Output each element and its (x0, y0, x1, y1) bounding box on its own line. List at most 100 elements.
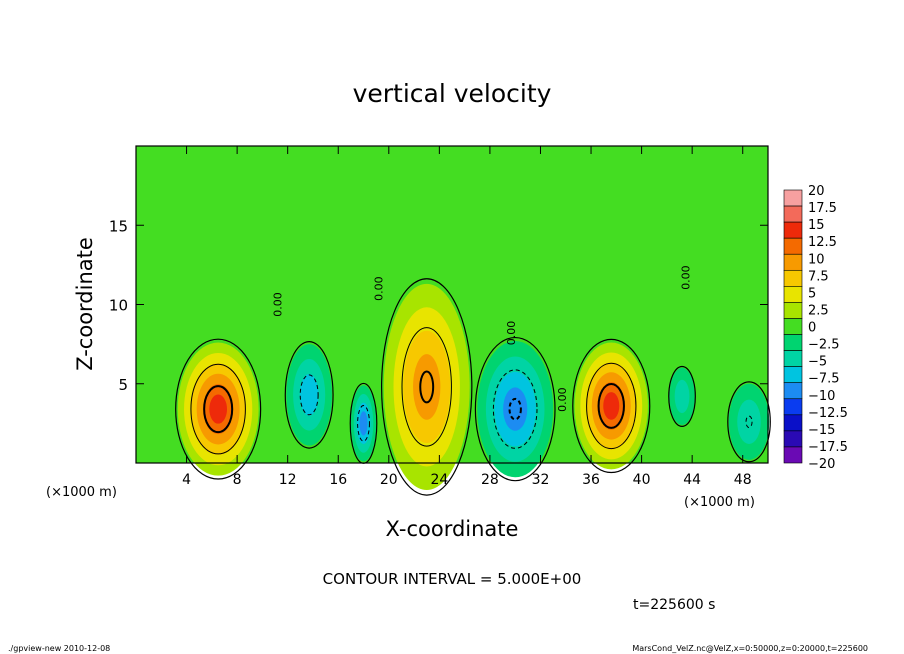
zero-contour (380, 278, 473, 496)
x-tick-label: 28 (481, 472, 499, 488)
x-tick-label: 32 (532, 472, 550, 488)
colorbar-swatch (783, 398, 803, 416)
colorbar-swatch (783, 205, 803, 223)
colorbar-swatch (783, 286, 803, 303)
colorbar-label: −5 (808, 355, 827, 370)
chart-title: vertical velocity (353, 79, 552, 108)
zero-contour (572, 338, 651, 474)
field-cell-up (383, 283, 470, 490)
colorbar-swatch (783, 237, 803, 255)
colorbar-swatch (783, 414, 803, 432)
colorbar-swatch (783, 302, 803, 319)
colorbar-swatch (783, 269, 803, 287)
colorbar-swatch (783, 334, 803, 351)
field-level (603, 392, 620, 420)
x-tick-label: 48 (734, 472, 752, 488)
colorbar-swatch (783, 221, 803, 239)
y-tick-label: 15 (109, 217, 128, 235)
colorbar-label: −15 (808, 423, 835, 438)
x-tick-label: 20 (380, 472, 398, 488)
colorbar-label: 15 (808, 218, 825, 233)
footer-left: ./gpview-new 2010-12-08 (8, 644, 110, 653)
colorbar-label: −17.5 (808, 440, 848, 455)
x-tick-label: 4 (182, 472, 191, 488)
colorbar-swatch (783, 189, 803, 207)
y-axis-label: Z-coordinate (73, 237, 97, 371)
level-contour (597, 382, 625, 429)
colorbar-label: 7.5 (808, 269, 829, 284)
x-unit-right: (×1000 m) (684, 495, 755, 510)
field-level (359, 411, 368, 436)
contour-label: 0.00 (505, 321, 518, 346)
x-unit-left: (×1000 m) (46, 485, 117, 500)
colorbar-label: 5 (808, 286, 816, 301)
x-tick-label: 16 (329, 472, 347, 488)
level-contour (357, 405, 370, 442)
x-axis: 4 8 12 16 20 24 28 32 36 40 44 48 (182, 146, 752, 488)
colorbar-label: −7.5 (808, 372, 840, 387)
zero-contour (668, 365, 696, 427)
level-contour (401, 327, 452, 447)
y-tick-label: 5 (118, 376, 128, 394)
zero-contour (474, 336, 556, 482)
colorbar-label: 17.5 (808, 201, 837, 216)
x-tick-label: 40 (633, 472, 651, 488)
contour-label: 0.00 (680, 265, 693, 290)
x-tick-label: 12 (279, 472, 297, 488)
colorbar-label: −20 (808, 457, 835, 472)
colorbar-label: 0 (808, 321, 816, 336)
field-level (503, 387, 528, 431)
colorbar-label: −2.5 (808, 338, 840, 353)
colorbar-swatch (783, 366, 803, 384)
colorbar-label: 10 (808, 252, 825, 267)
field-cell-down (477, 340, 554, 478)
colorbar-swatch (783, 430, 803, 448)
field-cell-up (177, 342, 259, 476)
field-cell-down (350, 385, 377, 462)
level-contour (492, 369, 538, 449)
footer-right: MarsCond_VelZ.nc@VelZ,x=0:50000,z=0:2000… (632, 644, 868, 653)
zero-contour (727, 381, 771, 463)
colorbar-swatch (783, 350, 803, 367)
level-contour (508, 397, 522, 421)
zero-contour (175, 338, 262, 480)
x-tick-label: 44 (683, 472, 701, 488)
colorbar-label: −12.5 (808, 406, 848, 421)
x-axis-label: X-coordinate (386, 517, 519, 541)
level-contour (299, 374, 319, 416)
x-tick-label: 8 (233, 472, 242, 488)
plot-area: 0.00 0.00 0.00 0.00 0.00 (135, 145, 771, 496)
level-contour (190, 363, 246, 455)
colorbar-swatch (783, 446, 803, 464)
field-level (674, 379, 690, 414)
zero-contour (284, 340, 334, 449)
field-cell-down (286, 344, 332, 446)
colorbar-label: 12.5 (808, 235, 837, 250)
colorbar: 20 17.5 15 12.5 10 7.5 5 2.5 0 −2.5 −5 −7.5 −10 −12.5… (783, 184, 848, 472)
field-level (209, 394, 228, 424)
colorbar-swatch (783, 382, 803, 400)
y-tick-label: 10 (109, 297, 128, 315)
level-contour (419, 370, 435, 404)
field-level (737, 399, 761, 444)
x-tick-label: 24 (430, 472, 448, 488)
level-contour (586, 362, 637, 450)
level-contour (203, 385, 234, 434)
field-cell-up (574, 342, 648, 470)
contour-label: 0.00 (556, 387, 569, 412)
contour-label: 0.00 (271, 292, 284, 317)
field-cell-down (728, 383, 770, 460)
x-tick-label: 36 (582, 472, 600, 488)
level-contour (745, 415, 753, 428)
time-label: t=225600 s (633, 597, 715, 613)
colorbar-label: −10 (808, 389, 835, 404)
field-level (299, 373, 319, 416)
colorbar-label: 20 (808, 184, 825, 199)
colorbar-swatch (783, 318, 803, 335)
field-level (413, 354, 441, 420)
contour-label: 0.00 (372, 276, 385, 301)
colorbar-swatch (783, 253, 803, 271)
contour-interval: CONTOUR INTERVAL = 5.000E+00 (323, 570, 582, 588)
colorbar-label: 2.5 (808, 303, 829, 318)
